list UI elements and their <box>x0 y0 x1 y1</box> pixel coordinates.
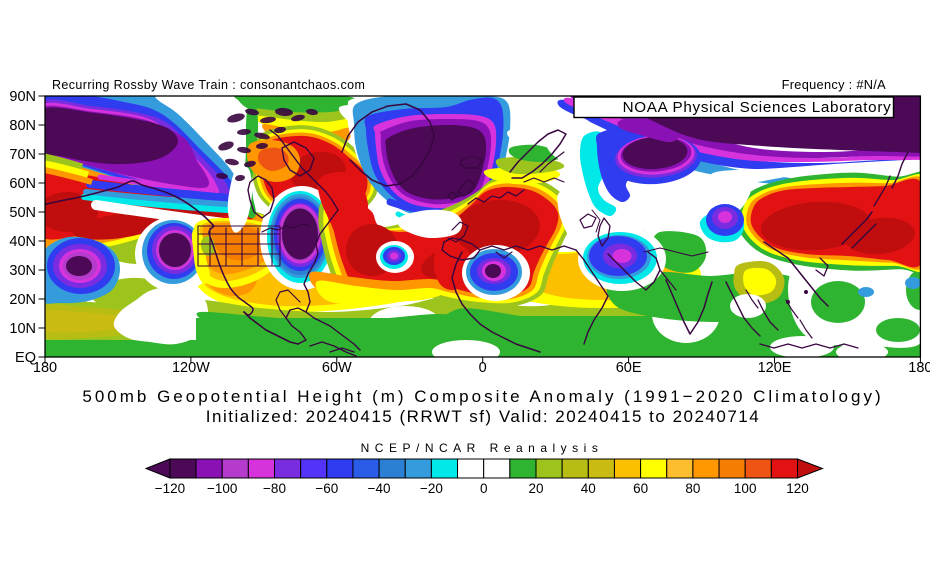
svg-text:−100: −100 <box>207 481 237 496</box>
svg-text:90N: 90N <box>9 89 36 105</box>
svg-text:Frequency : #N/A: Frequency : #N/A <box>782 77 887 92</box>
svg-text:20: 20 <box>528 481 543 496</box>
svg-text:NOAA Physical Sciences Laborat: NOAA Physical Sciences Laboratory <box>623 99 892 116</box>
svg-text:60W: 60W <box>322 360 352 376</box>
svg-text:100: 100 <box>734 481 757 496</box>
svg-text:80N: 80N <box>9 118 36 134</box>
svg-text:60N: 60N <box>9 176 36 192</box>
svg-text:−120: −120 <box>155 481 185 496</box>
svg-text:70N: 70N <box>9 147 36 163</box>
svg-text:30N: 30N <box>9 263 36 279</box>
svg-text:180: 180 <box>33 360 57 376</box>
svg-text:20N: 20N <box>9 292 36 308</box>
svg-text:120W: 120W <box>172 360 210 376</box>
svg-text:EQ: EQ <box>15 350 36 366</box>
svg-text:60: 60 <box>633 481 648 496</box>
svg-text:0: 0 <box>480 481 488 496</box>
svg-text:10N: 10N <box>9 321 36 337</box>
svg-text:180: 180 <box>908 360 930 376</box>
svg-text:60E: 60E <box>616 360 642 376</box>
svg-text:120E: 120E <box>758 360 792 376</box>
svg-text:−20: −20 <box>420 481 443 496</box>
svg-text:−60: −60 <box>315 481 338 496</box>
svg-text:NCEP/NCAR Reanalysis: NCEP/NCAR Reanalysis <box>361 441 604 455</box>
svg-text:500mb Geopotential Height (m): 500mb Geopotential Height (m) Composite … <box>82 387 883 406</box>
svg-text:−40: −40 <box>368 481 391 496</box>
svg-text:80: 80 <box>685 481 700 496</box>
svg-text:40N: 40N <box>9 234 36 250</box>
svg-text:40: 40 <box>581 481 596 496</box>
svg-text:0: 0 <box>479 360 487 376</box>
svg-text:Recurring Rossby Wave Train :: Recurring Rossby Wave Train : consonantc… <box>52 78 365 92</box>
svg-text:Initialized: 20240415 (RRWT sf: Initialized: 20240415 (RRWT sf) Valid: 2… <box>206 407 760 426</box>
svg-text:120: 120 <box>786 481 809 496</box>
svg-text:50N: 50N <box>9 205 36 221</box>
svg-text:−80: −80 <box>263 481 286 496</box>
